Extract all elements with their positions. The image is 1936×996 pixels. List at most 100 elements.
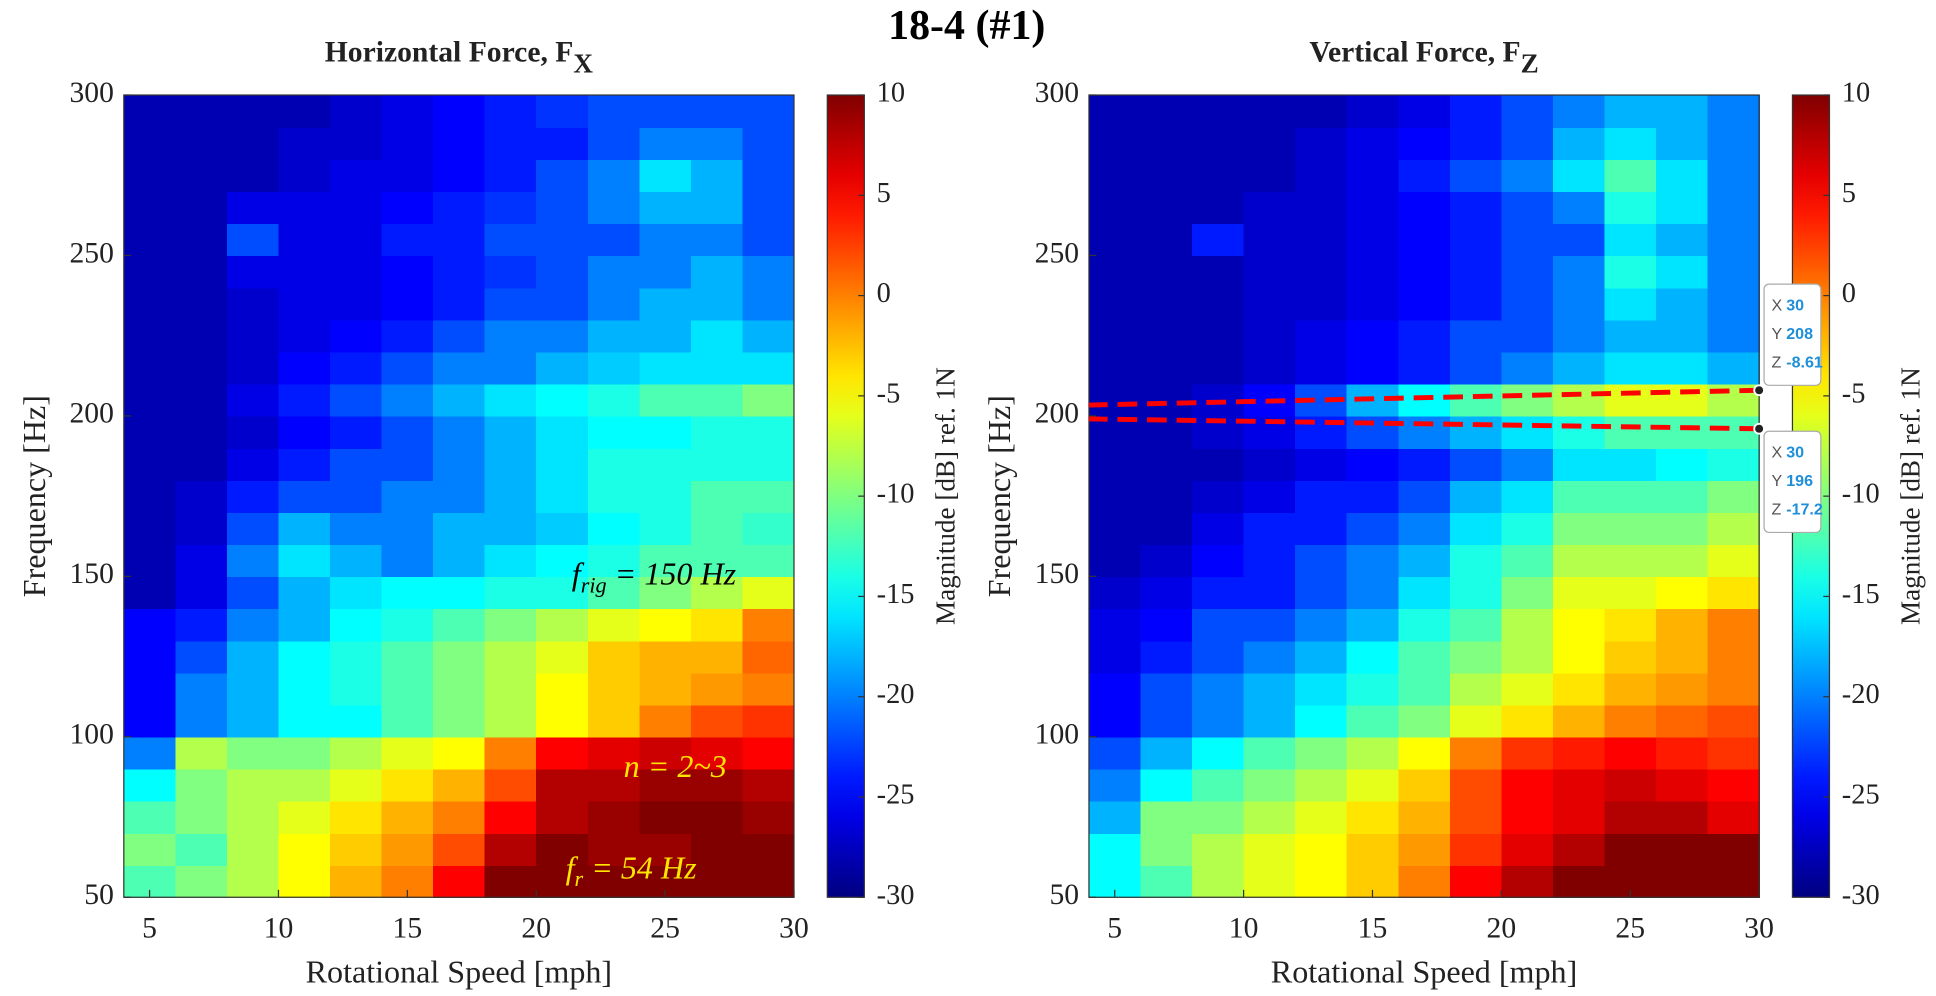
heatmap-cell bbox=[690, 576, 744, 610]
heatmap-cell bbox=[1088, 608, 1142, 642]
heatmap-cell bbox=[1295, 865, 1348, 899]
heatmap-cell bbox=[1707, 191, 1760, 225]
colorbar-tick-label: 10 bbox=[877, 78, 905, 109]
y-axis-label: Frequency [Hz] bbox=[16, 395, 52, 597]
heatmap-cell bbox=[536, 383, 589, 417]
heatmap-cell bbox=[1295, 448, 1348, 481]
heatmap-cell bbox=[1243, 191, 1296, 225]
heatmap-cell bbox=[1604, 576, 1657, 610]
heatmap-cell bbox=[1243, 672, 1296, 706]
heatmap-cell bbox=[742, 448, 795, 481]
heatmap-cell bbox=[381, 640, 434, 674]
heatmap-cell bbox=[1192, 480, 1245, 513]
heatmap-cell bbox=[1295, 319, 1348, 353]
heatmap-cell bbox=[1192, 287, 1245, 321]
heatmap-cell bbox=[1140, 640, 1193, 674]
heatmap-cell bbox=[587, 704, 641, 738]
heatmap-cell bbox=[587, 383, 641, 417]
heatmap-cell bbox=[587, 255, 641, 289]
heatmap-cell bbox=[1295, 191, 1348, 225]
heatmap-cell bbox=[1656, 383, 1709, 417]
heatmap-cell bbox=[536, 865, 589, 899]
datatip-box bbox=[1763, 430, 1822, 534]
heatmap-cell bbox=[587, 544, 641, 578]
heatmap-cell bbox=[690, 512, 744, 546]
colorbar-label: Magnitude [dB] ref. 1N bbox=[930, 367, 960, 625]
heatmap-cell bbox=[1192, 351, 1245, 385]
heatmap-cell bbox=[742, 351, 795, 385]
heatmap-cell bbox=[1243, 95, 1296, 128]
heatmap-cell bbox=[123, 608, 177, 642]
heatmap-cell bbox=[690, 95, 744, 128]
heatmap-cell bbox=[278, 127, 331, 160]
heatmap-cell bbox=[1501, 287, 1554, 321]
heatmap-cell bbox=[433, 383, 486, 417]
heatmap-cell bbox=[1604, 672, 1657, 706]
heatmap-cell bbox=[1707, 512, 1760, 546]
heatmap-cell bbox=[278, 576, 331, 610]
heatmap-cell bbox=[175, 95, 228, 128]
heatmap-cell bbox=[690, 480, 744, 513]
heatmap-cell bbox=[278, 608, 331, 642]
heatmap-cell bbox=[1552, 159, 1606, 193]
heatmap-cell bbox=[175, 415, 228, 449]
heatmap-cell bbox=[1192, 768, 1245, 802]
heatmap-cell bbox=[587, 640, 641, 674]
heatmap-cell bbox=[1243, 448, 1296, 481]
heatmap-cell bbox=[690, 704, 744, 738]
y-tick-label: 200 bbox=[70, 398, 114, 430]
heatmap-cell bbox=[1604, 833, 1657, 866]
heatmap-cell bbox=[1656, 768, 1709, 802]
heatmap-cell bbox=[639, 833, 692, 866]
heatmap-cell bbox=[639, 736, 692, 770]
heatmap-cell bbox=[330, 800, 383, 834]
heatmap-cell bbox=[433, 480, 486, 513]
heatmap-cell bbox=[433, 319, 486, 353]
heatmap-cell bbox=[1398, 704, 1451, 738]
heatmap-cell bbox=[1656, 223, 1709, 257]
heatmap-cell bbox=[587, 159, 641, 193]
heatmap-cell bbox=[1449, 768, 1503, 802]
heatmap-cell bbox=[587, 287, 641, 321]
heatmap-cell bbox=[1656, 544, 1709, 578]
heatmap-cell bbox=[330, 833, 383, 866]
heatmap-cell bbox=[1604, 319, 1657, 353]
heatmap-cell bbox=[433, 672, 486, 706]
heatmap-cell bbox=[1449, 319, 1503, 353]
heatmap-cell bbox=[1707, 480, 1760, 513]
heatmap-cell bbox=[1449, 191, 1503, 225]
heatmap-cell bbox=[639, 95, 692, 128]
heatmap-cell bbox=[484, 383, 537, 417]
heatmap-cell bbox=[175, 833, 228, 866]
heatmap-cell bbox=[1501, 415, 1554, 449]
heatmap-cell bbox=[226, 576, 280, 610]
heatmap-cell bbox=[1192, 865, 1245, 899]
heatmap-cell bbox=[1552, 95, 1606, 128]
heatmap-cell bbox=[1604, 544, 1657, 578]
heatmap-cell bbox=[1501, 576, 1554, 610]
heatmap-cell bbox=[123, 736, 177, 770]
heatmap-cell bbox=[381, 768, 434, 802]
colorbar-tick-label: -15 bbox=[1842, 579, 1880, 610]
colorbar-tick-label: -10 bbox=[877, 479, 915, 510]
heatmap-cell bbox=[1398, 512, 1451, 546]
heatmap-cell bbox=[1656, 576, 1709, 610]
heatmap-cell bbox=[381, 351, 434, 385]
heatmap-cell bbox=[1295, 576, 1348, 610]
colorbar-tick-label: 5 bbox=[1842, 178, 1856, 209]
heatmap-cell bbox=[587, 351, 641, 385]
heatmap-cell bbox=[1604, 448, 1657, 481]
title-subscript: X bbox=[573, 49, 593, 79]
colorbar-tick-label: -10 bbox=[1842, 479, 1880, 510]
heatmap-cell bbox=[690, 865, 744, 899]
x-tick-label: 15 bbox=[393, 912, 423, 944]
heatmap-cell bbox=[587, 800, 641, 834]
heatmap-cell bbox=[536, 287, 589, 321]
title-text: Vertical Force, F bbox=[1309, 36, 1520, 68]
heatmap-cell bbox=[639, 800, 692, 834]
colorbar-tick-label: -20 bbox=[877, 679, 915, 710]
heatmap-cell bbox=[536, 480, 589, 513]
heatmap-cell bbox=[1501, 255, 1554, 289]
heatmap-cell bbox=[587, 576, 641, 610]
heatmap-cell bbox=[484, 865, 537, 899]
